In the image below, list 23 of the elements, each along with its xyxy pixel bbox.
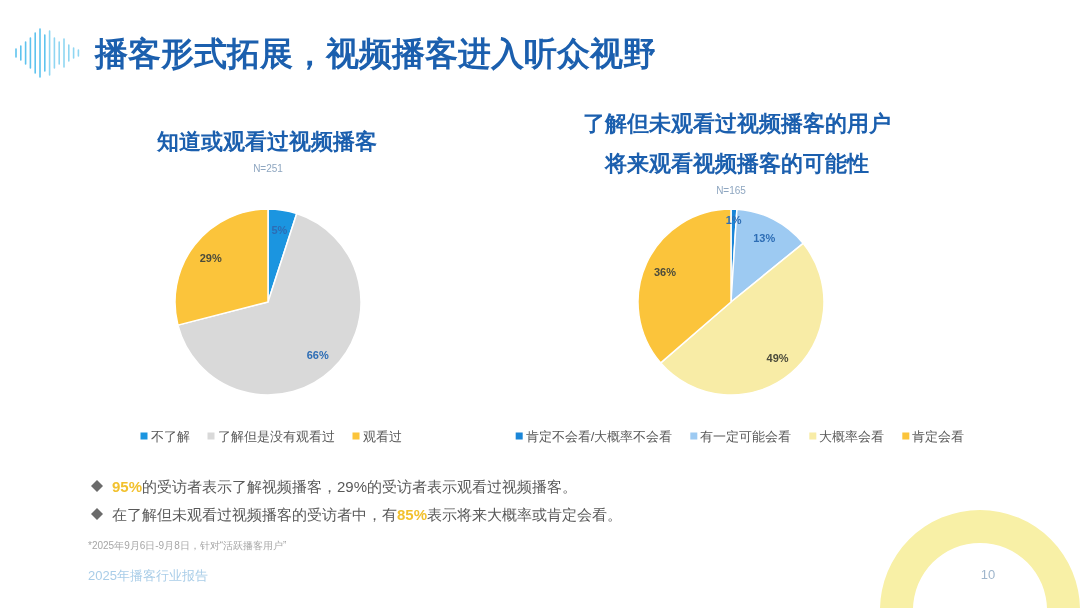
legend-label: 不了解 bbox=[150, 428, 190, 444]
data-label: 29% bbox=[199, 251, 222, 264]
text: 在了解但未观看过视频播客的受访者中，有85%表示将来大概率或肯定会看。 bbox=[112, 505, 623, 523]
legend-label: 了解但是没有观看过 bbox=[217, 428, 335, 444]
text: 95%的受访者表示了解视频播客，29%的受访者表示观看过视频播客。 bbox=[112, 477, 578, 495]
legend-label: 肯定会看 bbox=[912, 428, 965, 444]
data-label: 36% bbox=[654, 265, 677, 278]
data-label: 49% bbox=[766, 351, 789, 364]
chart-subtitle: N=251 bbox=[253, 162, 284, 174]
chart-title: 知道或观看过视频播客 bbox=[156, 128, 377, 154]
chart-title: 了解但未观看过视频播客的用户将来观看视频播客的可能性 bbox=[583, 110, 891, 176]
data-label: 13% bbox=[753, 231, 776, 244]
text: *2025年9月6日-9月8日，针对“活跃播客用户” bbox=[88, 539, 287, 551]
legend-label: 观看过 bbox=[362, 428, 402, 444]
legend-label: 大概率会看 bbox=[819, 428, 885, 444]
legend-label: 有一定可能会看 bbox=[700, 428, 792, 444]
text: 播客形式拓展，视频播客进入听众视野 bbox=[94, 34, 656, 72]
data-label: 1% bbox=[725, 214, 742, 227]
legend-label: 肯定不会看/大概率不会看 bbox=[525, 428, 673, 444]
text: 2025年播客行业报告 bbox=[88, 567, 208, 583]
data-label: 66% bbox=[306, 348, 329, 361]
chart-subtitle: N=165 bbox=[716, 184, 747, 196]
text: 10 bbox=[980, 566, 996, 582]
